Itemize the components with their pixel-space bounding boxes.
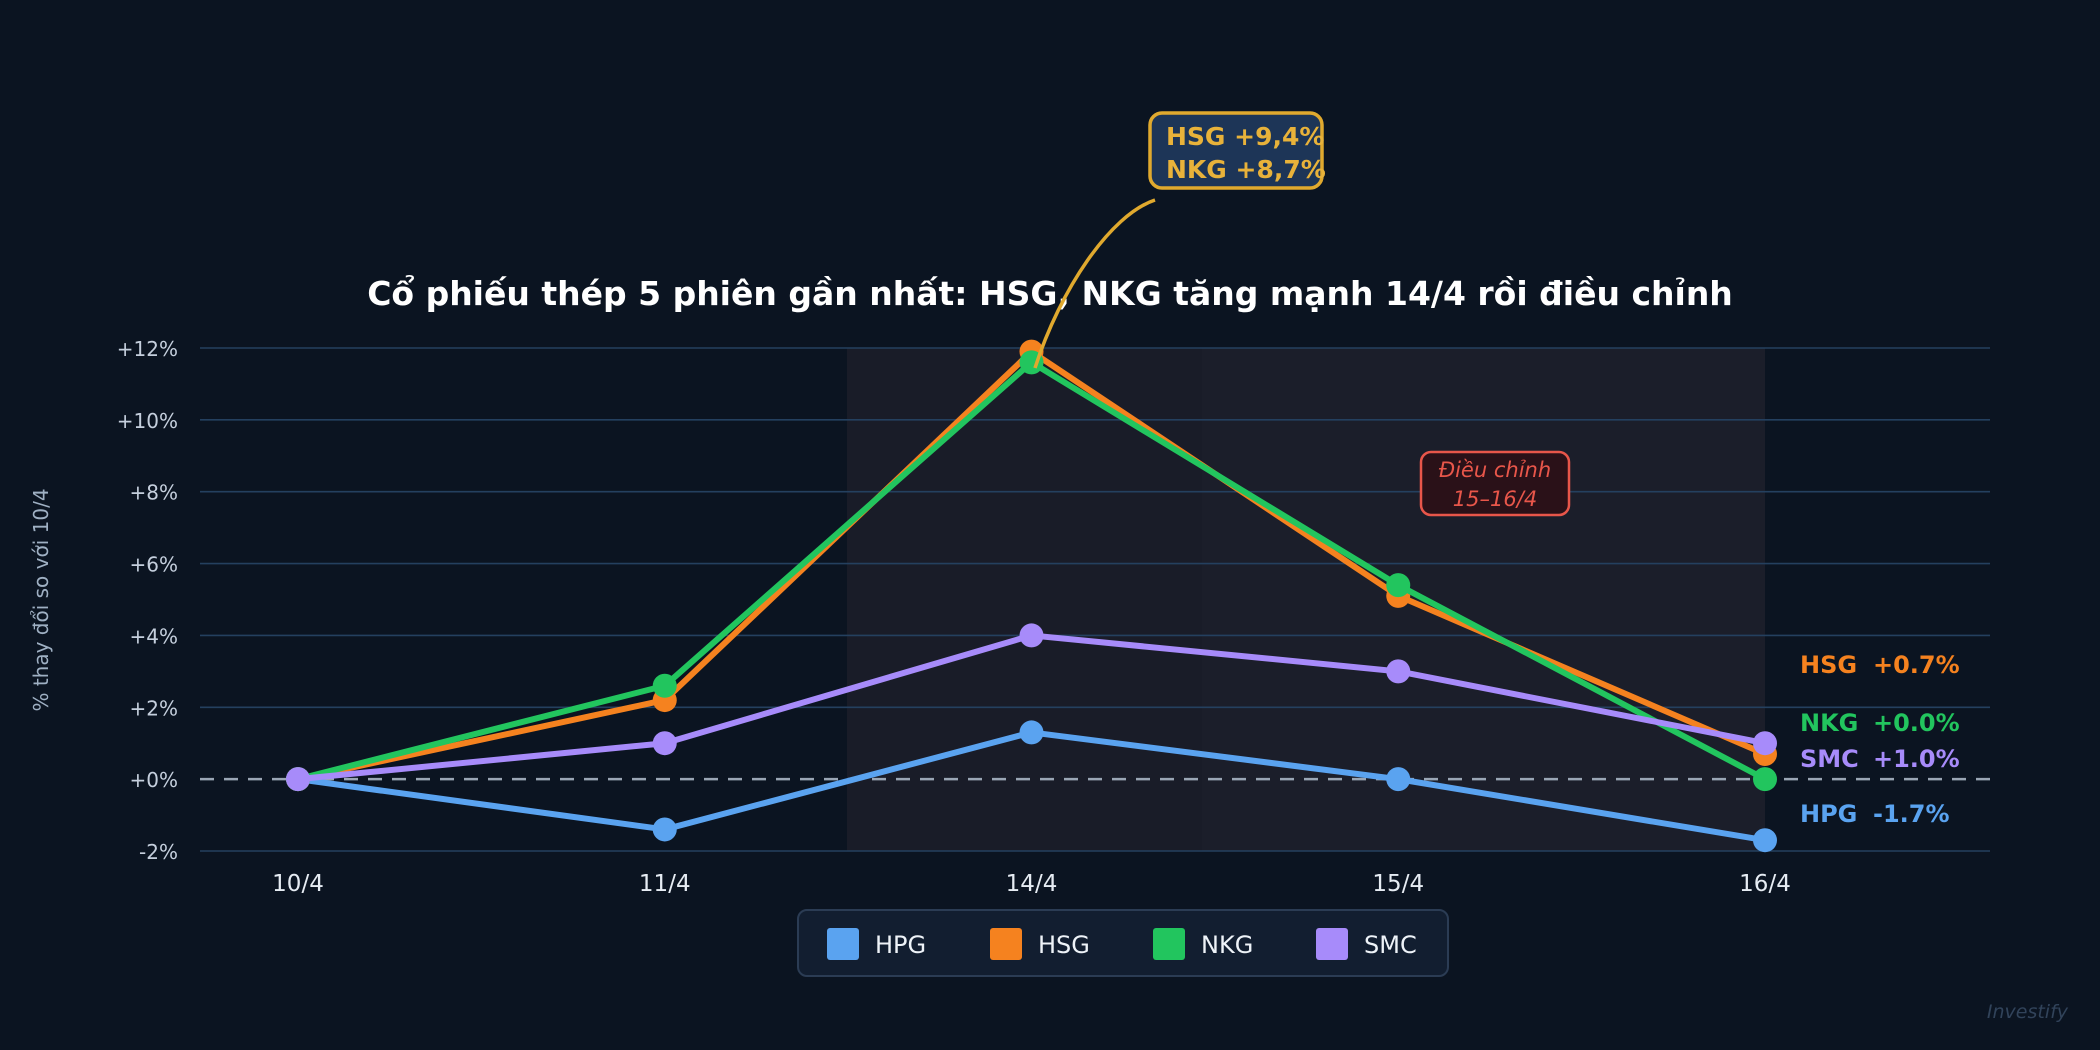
adjustment-highlight-band <box>847 348 1765 851</box>
y-axis-title: % thay đổi so với 10/4 <box>29 488 53 711</box>
page-title: Cổ phiếu thép 5 phiên gần nhất: HSG, NKG… <box>367 273 1733 313</box>
end-label-value: +0.0% <box>1873 709 1960 737</box>
adjustment-box <box>1419 450 1571 517</box>
data-point[interactable] <box>1019 623 1044 648</box>
data-point[interactable] <box>652 731 677 756</box>
callout-line-2: NKG +8,7% <box>1166 155 1326 184</box>
end-label-value: +1.0% <box>1873 745 1960 773</box>
end-label-value: -1.7% <box>1873 800 1950 828</box>
x-axis-tick-label: 15/4 <box>1372 871 1424 897</box>
callout-box <box>1148 111 1324 190</box>
data-point[interactable] <box>652 817 677 842</box>
data-point[interactable] <box>1753 731 1777 756</box>
x-axis-tick-label: 14/4 <box>1006 871 1058 897</box>
legend-box <box>797 909 1449 977</box>
end-label-symbol: HSG <box>1800 651 1857 679</box>
callout-leader-line <box>1033 198 1156 369</box>
legend-item-smc[interactable]: SMC <box>1316 928 1417 960</box>
peak-callout: HSG +9,4% NKG +8,7% <box>1148 111 1326 190</box>
end-label-hsg: HSG +0.7% <box>1800 651 1960 679</box>
x-axis-tick-label: 11/4 <box>639 871 691 897</box>
data-point[interactable] <box>286 767 310 792</box>
adjustment-annotation: Điều chỉnh 15–16/4 <box>1419 450 1571 517</box>
legend-swatch <box>1316 928 1348 960</box>
end-label-hpg: HPG -1.7% <box>1800 800 1950 828</box>
data-point[interactable] <box>1753 828 1777 853</box>
legend-label: NKG <box>1201 931 1253 959</box>
y-axis-tick-label: +0% <box>130 768 179 792</box>
series-hpg <box>286 720 1777 853</box>
data-point[interactable] <box>1019 720 1044 745</box>
y-axis-tick-label: +12% <box>117 337 178 361</box>
data-point[interactable] <box>1386 573 1411 598</box>
end-label-value: +0.7% <box>1873 651 1960 679</box>
data-point[interactable] <box>1386 659 1411 684</box>
watermark: Investify <box>1987 1001 2069 1023</box>
adjustment-line-1: Điều chỉnh <box>1439 458 1551 482</box>
legend-swatch <box>827 928 859 960</box>
adjustment-line-2: 15–16/4 <box>1453 487 1537 511</box>
series-layer <box>286 339 1777 853</box>
callout-line-1: HSG +9,4% <box>1166 122 1324 151</box>
x-axis-tick-label: 10/4 <box>272 871 324 897</box>
series-end-labels: HSG +0.7% NKG +0.0% SMC +1.0% HPG -1.7% <box>1800 651 1960 828</box>
legend[interactable]: HPG HSG NKG SMC <box>797 909 1449 977</box>
y-axis-tick-label: +6% <box>130 553 179 577</box>
series-smc <box>286 623 1777 792</box>
y-axis-tick-label: +8% <box>130 481 179 505</box>
y-axis-tick-label: +10% <box>117 409 178 433</box>
data-point[interactable] <box>652 673 677 698</box>
data-point[interactable] <box>1753 767 1777 792</box>
legend-swatch <box>990 928 1022 960</box>
end-label-symbol: NKG <box>1800 709 1858 737</box>
legend-label: HSG <box>1038 931 1090 959</box>
data-point[interactable] <box>1386 767 1411 792</box>
y-axis-tick-label: +2% <box>130 696 179 720</box>
y-axis-ticks: +12% +10% +8% +6% +4% +2% +0% -2% <box>117 337 178 864</box>
y-axis-tick-label: +4% <box>130 624 179 648</box>
legend-item-nkg[interactable]: NKG <box>1153 928 1253 960</box>
x-axis-ticks: 10/4 11/4 14/4 15/4 16/4 <box>272 871 1791 897</box>
gridlines <box>200 347 1990 852</box>
legend-label: SMC <box>1364 931 1417 959</box>
y-axis-tick-label: -2% <box>139 840 178 864</box>
legend-swatch <box>1153 928 1185 960</box>
end-label-nkg: NKG +0.0% <box>1800 709 1960 737</box>
series-nkg <box>286 350 1777 792</box>
x-axis-tick-label: 16/4 <box>1739 871 1791 897</box>
end-label-symbol: SMC <box>1800 745 1859 773</box>
end-label-symbol: HPG <box>1800 800 1857 828</box>
legend-label: HPG <box>875 931 926 959</box>
legend-item-hpg[interactable]: HPG <box>827 928 926 960</box>
end-label-smc: SMC +1.0% <box>1800 745 1960 773</box>
legend-item-hsg[interactable]: HSG <box>990 928 1090 960</box>
